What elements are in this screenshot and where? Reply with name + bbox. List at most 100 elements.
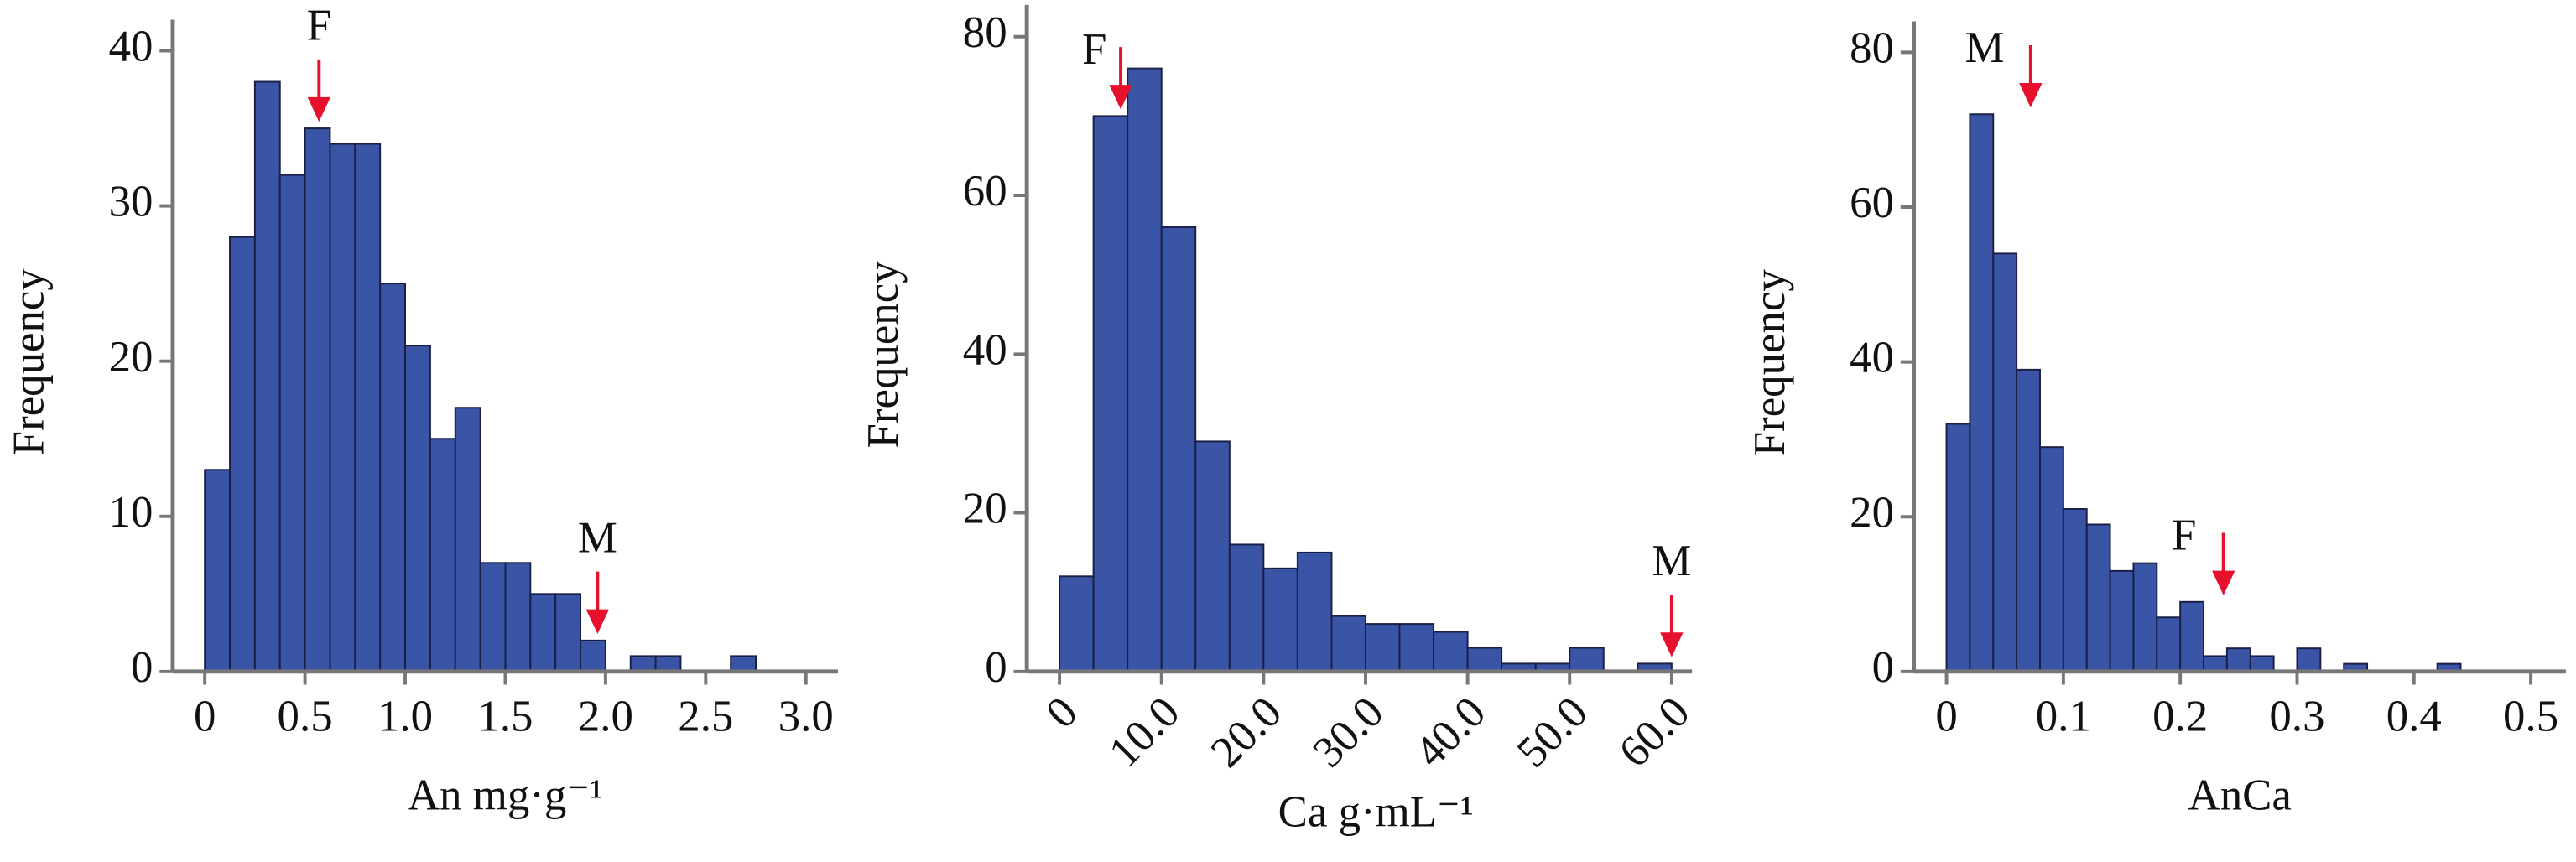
x-tick-label: 0.3: [2269, 693, 2324, 741]
x-tick-label: 0: [194, 693, 216, 741]
bar: [1364, 623, 1401, 672]
x-tick-label: 0.5: [2503, 693, 2558, 741]
bar: [278, 174, 306, 672]
bar: [404, 345, 431, 672]
bar: [2085, 523, 2111, 672]
x-tick-label: 60.0: [1610, 688, 1699, 776]
bar: [1127, 67, 1163, 672]
annotation-label: M: [1652, 537, 1691, 585]
x-tick-label: 30.0: [1304, 688, 1392, 776]
y-tick-label: 30: [109, 178, 154, 226]
x-tick-label: 2.5: [678, 693, 733, 741]
annotation-arrowhead: [2212, 570, 2235, 595]
x-axis-label: AnCa: [2188, 771, 2292, 820]
bar: [1296, 551, 1333, 672]
bar: [2016, 368, 2041, 672]
x-tick-label: 0.4: [2386, 693, 2442, 741]
bar: [2296, 647, 2322, 672]
bar: [2203, 655, 2228, 672]
bar: [1945, 423, 1971, 672]
bar: [1330, 615, 1366, 672]
x-tick-label: 1.0: [377, 693, 433, 741]
bar: [229, 236, 256, 672]
histogram-panel: 0 20 40 60 80 0 0.1 0.2 0.3 0.4 0.5 AnCa Frequency M F: [1746, 21, 2566, 820]
bar: [2109, 569, 2135, 672]
bar: [2225, 647, 2251, 672]
y-tick-label: 60: [1850, 179, 1894, 227]
bar: [504, 562, 532, 672]
bar: [1092, 115, 1129, 672]
bar: [654, 655, 682, 672]
annotation-arrowhead: [2019, 83, 2043, 108]
y-tick-label: 0: [985, 643, 1007, 692]
x-tick-label: 0: [1037, 688, 1087, 738]
y-tick-label: 80: [1850, 24, 1894, 73]
annotation-arrowhead: [1660, 632, 1684, 657]
bar: [529, 593, 557, 672]
x-tick-label: 40.0: [1406, 688, 1495, 776]
x-tick-label: 0.5: [278, 693, 333, 741]
y-tick-label: 40: [1850, 334, 1894, 382]
histogram-panel: 0 20 40 60 80 0 10.0 20.0 30.0 40.0 50.0 60.0 Ca g·m…: [859, 4, 1699, 836]
bar: [2132, 562, 2158, 672]
bar: [454, 407, 481, 672]
bar: [479, 562, 507, 672]
annotation-label: F: [307, 2, 331, 50]
annotation-label: M: [578, 513, 617, 562]
x-tick-label: 3.0: [778, 693, 834, 741]
y-axis-label: Frequency: [5, 268, 54, 456]
bar: [253, 80, 281, 672]
y-tick-label: 20: [1850, 488, 1894, 537]
bar: [1466, 646, 1503, 672]
bar: [1262, 567, 1298, 672]
x-tick-label: 0.2: [2152, 693, 2208, 741]
x-tick-label: 1.5: [477, 693, 533, 741]
bar: [1969, 113, 1995, 672]
bar: [1569, 646, 1605, 672]
y-axis-label: Frequency: [1746, 269, 1794, 457]
bar: [1398, 623, 1435, 672]
bar: [554, 593, 582, 672]
bar: [2062, 508, 2088, 672]
bar: [204, 469, 232, 672]
bar: [2156, 616, 2182, 672]
y-tick-label: 60: [963, 167, 1007, 216]
bar: [580, 639, 606, 672]
bar: [1194, 440, 1231, 672]
histogram-panel: 0 10 20 30 40 0 0.5 1.0 1.5 2.0 2.5 3.0 An mg·g⁻¹ Fre…: [5, 2, 838, 820]
x-tick-label: 10.0: [1100, 688, 1189, 776]
x-tick-label: 2.0: [578, 693, 633, 741]
bar: [730, 655, 757, 672]
bar: [629, 655, 657, 672]
x-tick-label: 20.0: [1202, 688, 1291, 776]
y-tick-label: 0: [131, 643, 153, 692]
annotation-label: F: [1082, 25, 1106, 74]
x-tick-label: 0.1: [2036, 693, 2091, 741]
annotation-arrowhead: [585, 609, 610, 635]
bar: [1059, 575, 1095, 672]
bar: [304, 127, 331, 672]
annotation-label: M: [1965, 23, 2005, 72]
bar: [329, 143, 356, 672]
bar: [1433, 631, 1469, 672]
bar: [2039, 446, 2064, 672]
x-axis-label: An mg·g⁻¹: [408, 771, 603, 820]
bar: [1160, 226, 1197, 672]
bar: [354, 143, 382, 672]
y-tick-label: 80: [963, 8, 1007, 57]
y-tick-label: 40: [109, 23, 154, 71]
y-tick-label: 10: [109, 488, 154, 537]
bar: [379, 283, 407, 672]
y-axis-label: Frequency: [859, 261, 908, 449]
bar: [2249, 655, 2275, 672]
y-tick-label: 0: [1872, 643, 1894, 692]
y-tick-label: 20: [109, 333, 154, 382]
y-tick-label: 40: [963, 325, 1007, 374]
x-tick-label: 50.0: [1508, 688, 1597, 776]
bar: [2179, 600, 2205, 672]
x-axis-label: Ca g·mL⁻¹: [1278, 787, 1474, 836]
y-tick-label: 20: [963, 485, 1007, 533]
bar: [429, 438, 456, 672]
